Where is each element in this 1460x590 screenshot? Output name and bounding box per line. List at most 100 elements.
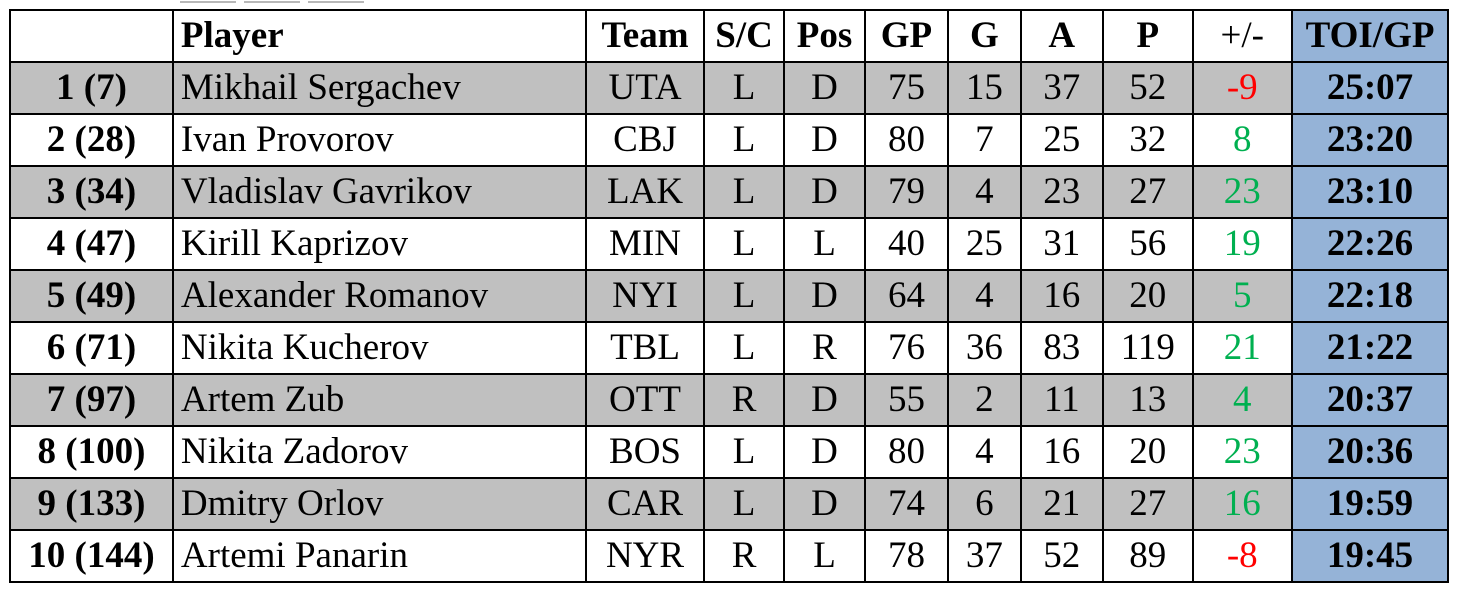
- cell-toi[interactable]: 23:10: [1291, 165, 1449, 219]
- cell-team[interactable]: UTA: [585, 61, 705, 115]
- cell-rank[interactable]: 6 (71): [9, 321, 174, 375]
- cell-pos[interactable]: R: [783, 321, 866, 375]
- cell-pos[interactable]: D: [783, 477, 866, 531]
- cell-player[interactable]: Dmitry Orlov: [171, 477, 588, 531]
- cell-player[interactable]: Kirill Kaprizov: [171, 217, 588, 271]
- cell-sc[interactable]: L: [702, 269, 786, 323]
- cell-g[interactable]: 2: [947, 373, 1022, 427]
- cell-g[interactable]: 7: [947, 113, 1022, 167]
- cell-gp[interactable]: 79: [863, 165, 950, 219]
- cell-toi[interactable]: 22:26: [1291, 217, 1449, 271]
- cell-player[interactable]: Nikita Kucherov: [171, 321, 588, 375]
- cell-a[interactable]: 16: [1019, 269, 1105, 323]
- cell-plusminus[interactable]: 19: [1191, 217, 1294, 271]
- cell-p[interactable]: 89: [1102, 529, 1194, 583]
- cell-pos[interactable]: D: [783, 269, 866, 323]
- cell-team[interactable]: NYI: [585, 269, 705, 323]
- cell-pos[interactable]: D: [783, 113, 866, 167]
- cell-a[interactable]: 37: [1019, 61, 1105, 115]
- cell-sc[interactable]: L: [702, 321, 786, 375]
- cell-p[interactable]: 52: [1102, 61, 1194, 115]
- cell-player[interactable]: Mikhail Sergachev: [171, 61, 588, 115]
- cell-g[interactable]: 4: [947, 269, 1022, 323]
- header-toi[interactable]: TOI/GP: [1291, 9, 1449, 63]
- cell-rank[interactable]: 3 (34): [9, 165, 174, 219]
- cell-toi[interactable]: 22:18: [1291, 269, 1449, 323]
- cell-player[interactable]: Alexander Romanov: [171, 269, 588, 323]
- cell-g[interactable]: 36: [947, 321, 1022, 375]
- cell-pos[interactable]: L: [783, 529, 866, 583]
- cell-plusminus[interactable]: -8: [1191, 529, 1294, 583]
- cell-team[interactable]: MIN: [585, 217, 705, 271]
- cell-sc[interactable]: L: [702, 217, 786, 271]
- cell-player[interactable]: Artemi Panarin: [171, 529, 588, 583]
- cell-gp[interactable]: 76: [863, 321, 950, 375]
- cell-sc[interactable]: L: [702, 113, 786, 167]
- cell-toi[interactable]: 20:37: [1291, 373, 1449, 427]
- cell-p[interactable]: 13: [1102, 373, 1194, 427]
- cell-plusminus[interactable]: -9: [1191, 61, 1294, 115]
- cell-a[interactable]: 16: [1019, 425, 1105, 479]
- cell-plusminus[interactable]: 23: [1191, 165, 1294, 219]
- cell-gp[interactable]: 78: [863, 529, 950, 583]
- cell-sc[interactable]: R: [702, 373, 786, 427]
- cell-toi[interactable]: 19:59: [1291, 477, 1449, 531]
- cell-team[interactable]: BOS: [585, 425, 705, 479]
- cell-gp[interactable]: 40: [863, 217, 950, 271]
- header-team[interactable]: Team: [585, 9, 705, 63]
- header-p[interactable]: P: [1102, 9, 1194, 63]
- cell-pos[interactable]: D: [783, 61, 866, 115]
- cell-pos[interactable]: D: [783, 425, 866, 479]
- cell-sc[interactable]: L: [702, 165, 786, 219]
- cell-g[interactable]: 15: [947, 61, 1022, 115]
- cell-gp[interactable]: 75: [863, 61, 950, 115]
- cell-player[interactable]: Ivan Provorov: [171, 113, 588, 167]
- cell-a[interactable]: 21: [1019, 477, 1105, 531]
- cell-toi[interactable]: 19:45: [1291, 529, 1449, 583]
- cell-a[interactable]: 23: [1019, 165, 1105, 219]
- cell-gp[interactable]: 80: [863, 113, 950, 167]
- cell-rank[interactable]: 8 (100): [9, 425, 174, 479]
- cell-gp[interactable]: 64: [863, 269, 950, 323]
- cell-p[interactable]: 27: [1102, 165, 1194, 219]
- cell-rank[interactable]: 4 (47): [9, 217, 174, 271]
- cell-pos[interactable]: D: [783, 165, 866, 219]
- cell-sc[interactable]: R: [702, 529, 786, 583]
- cell-rank[interactable]: 7 (97): [9, 373, 174, 427]
- cell-team[interactable]: NYR: [585, 529, 705, 583]
- cell-g[interactable]: 6: [947, 477, 1022, 531]
- header-gp[interactable]: GP: [863, 9, 950, 63]
- cell-gp[interactable]: 80: [863, 425, 950, 479]
- cell-plusminus[interactable]: 4: [1191, 373, 1294, 427]
- cell-g[interactable]: 4: [947, 165, 1022, 219]
- cell-rank[interactable]: 9 (133): [9, 477, 174, 531]
- cell-pos[interactable]: D: [783, 373, 866, 427]
- cell-plusminus[interactable]: 21: [1191, 321, 1294, 375]
- cell-a[interactable]: 83: [1019, 321, 1105, 375]
- cell-plusminus[interactable]: 23: [1191, 425, 1294, 479]
- cell-rank[interactable]: 5 (49): [9, 269, 174, 323]
- cell-team[interactable]: CAR: [585, 477, 705, 531]
- cell-toi[interactable]: 20:36: [1291, 425, 1449, 479]
- cell-a[interactable]: 52: [1019, 529, 1105, 583]
- cell-pos[interactable]: L: [783, 217, 866, 271]
- cell-g[interactable]: 37: [947, 529, 1022, 583]
- header-pos[interactable]: Pos: [783, 9, 866, 63]
- cell-toi[interactable]: 23:20: [1291, 113, 1449, 167]
- cell-g[interactable]: 25: [947, 217, 1022, 271]
- cell-rank[interactable]: 2 (28): [9, 113, 174, 167]
- cell-player[interactable]: Artem Zub: [171, 373, 588, 427]
- cell-p[interactable]: 56: [1102, 217, 1194, 271]
- cell-team[interactable]: OTT: [585, 373, 705, 427]
- cell-p[interactable]: 119: [1102, 321, 1194, 375]
- cell-toi[interactable]: 21:22: [1291, 321, 1449, 375]
- header-a[interactable]: A: [1019, 9, 1105, 63]
- header-rank[interactable]: [9, 9, 174, 63]
- cell-plusminus[interactable]: 16: [1191, 477, 1294, 531]
- cell-plusminus[interactable]: 5: [1191, 269, 1294, 323]
- cell-sc[interactable]: L: [702, 61, 786, 115]
- cell-g[interactable]: 4: [947, 425, 1022, 479]
- cell-rank[interactable]: 1 (7): [9, 61, 174, 115]
- cell-plusminus[interactable]: 8: [1191, 113, 1294, 167]
- cell-rank[interactable]: 10 (144): [9, 529, 174, 583]
